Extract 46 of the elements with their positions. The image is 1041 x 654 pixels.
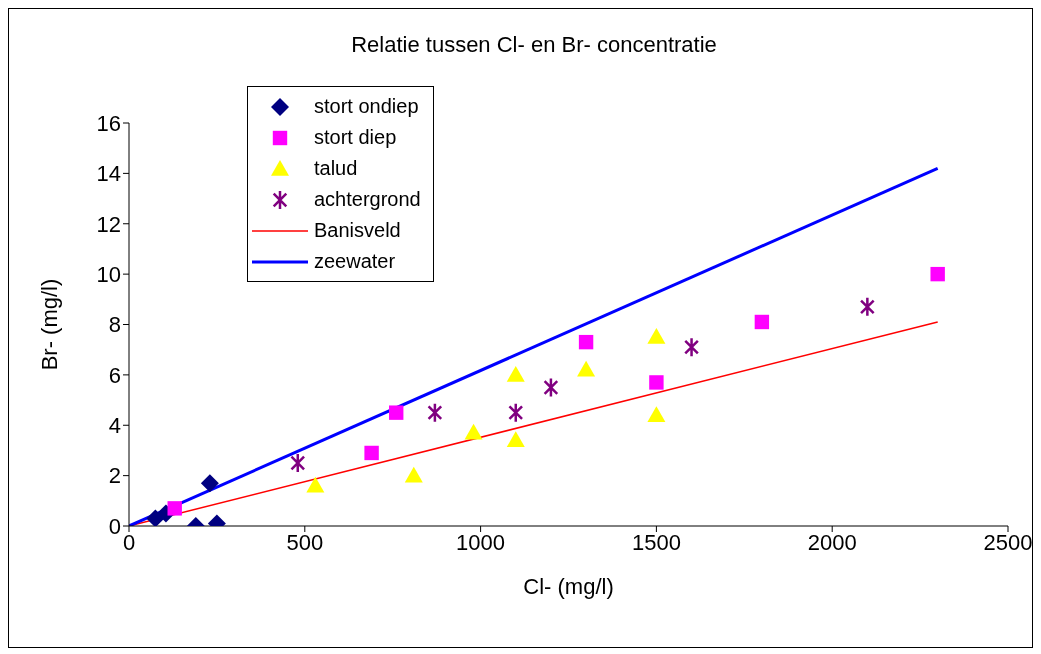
point: [506, 431, 525, 448]
point: [200, 474, 219, 493]
point: [146, 509, 165, 526]
point: [577, 360, 596, 377]
chart-title: Relatie tussen Cl- en Br- concentratie: [350, 32, 718, 58]
y-axis-title: Br- (mg/l): [36, 278, 62, 371]
point: [290, 452, 306, 474]
y-tick-label: 4: [108, 413, 121, 439]
point: [508, 402, 524, 423]
point: [167, 501, 182, 516]
legend-label: stort diep: [314, 126, 397, 149]
point: [389, 405, 404, 420]
y-tick-label: 2: [108, 463, 121, 489]
point: [859, 296, 875, 318]
x-axis-title: Cl- (mg/l): [523, 574, 614, 599]
y-tick-label: 14: [96, 161, 121, 187]
x-tick-label: 2000: [807, 529, 857, 555]
point: [684, 336, 700, 358]
x-tick-label: 1500: [631, 529, 681, 555]
y-tick-label: 10: [96, 261, 121, 287]
point: [364, 445, 379, 461]
point: [647, 328, 666, 344]
x-tick-label: 500: [286, 529, 324, 555]
x-tick-label: 2500: [983, 529, 1033, 555]
point: [930, 266, 945, 282]
legend-label: achtergrond: [314, 188, 421, 211]
point: [647, 406, 666, 422]
legend-label: stort ondiep: [314, 95, 419, 118]
y-tick-label: 0: [108, 513, 121, 539]
legend-label: zeewater: [314, 250, 396, 273]
point: [306, 476, 325, 493]
y-tick-label: 6: [108, 362, 121, 388]
point: [578, 334, 594, 350]
legend-label: talud: [314, 157, 358, 180]
point: [543, 377, 559, 398]
point: [464, 423, 483, 440]
point: [506, 365, 525, 382]
point: [754, 314, 770, 330]
legend-label: Banisveld: [314, 219, 401, 242]
point: [427, 402, 443, 423]
y-tick-label: 8: [108, 312, 121, 338]
point: [404, 466, 423, 483]
y-tick-label: 16: [96, 110, 121, 136]
point: [649, 375, 664, 390]
x-tick-label: 1000: [456, 529, 506, 555]
y-tick-label: 12: [96, 211, 121, 237]
